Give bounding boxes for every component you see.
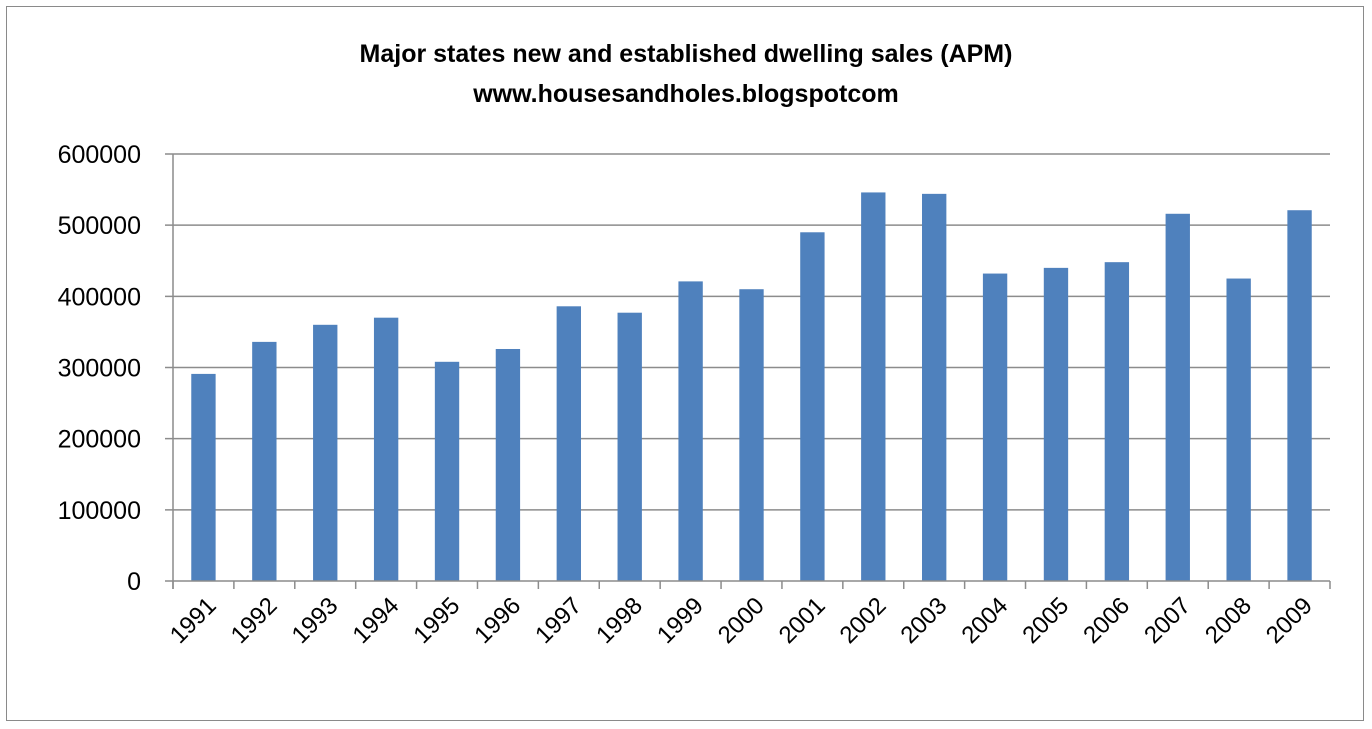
bar-1992 xyxy=(252,341,277,581)
x-tick-label: 2008 xyxy=(1200,592,1257,649)
x-tick-label: 1999 xyxy=(652,592,709,649)
x-tick-label: 2009 xyxy=(1261,592,1318,649)
x-tick-label: 1992 xyxy=(226,592,283,649)
x-tick-label: 1993 xyxy=(287,592,344,649)
x-tick-label: 1996 xyxy=(469,592,526,649)
y-tick-label: 0 xyxy=(127,568,141,596)
x-tick-label: 2002 xyxy=(835,592,892,649)
axes xyxy=(165,154,1331,589)
bar-1991 xyxy=(191,373,216,581)
x-tick-label: 1995 xyxy=(408,592,465,649)
x-tick-label: 1991 xyxy=(165,592,222,649)
chart-subtitle: www.housesandholes.blogspotcom xyxy=(472,80,899,108)
bar-1993 xyxy=(313,324,338,581)
bar-1997 xyxy=(556,306,581,581)
bar-2004 xyxy=(982,273,1008,581)
bar-2005 xyxy=(1043,267,1069,581)
x-tick-label: 2003 xyxy=(896,592,953,649)
x-tick-label: 1997 xyxy=(530,592,587,649)
bar-2007 xyxy=(1165,213,1190,581)
bar-1996 xyxy=(495,348,521,581)
bar-1995 xyxy=(434,361,460,581)
bar-2003 xyxy=(922,193,947,581)
bar-1998 xyxy=(617,312,642,581)
y-tick-label: 400000 xyxy=(58,283,141,311)
bar-2001 xyxy=(800,232,825,582)
bar-1994 xyxy=(373,317,399,581)
bars xyxy=(191,192,1312,582)
x-tick-label: 2000 xyxy=(713,592,770,649)
x-tick-label: 2004 xyxy=(956,592,1013,649)
x-tick-label: 1998 xyxy=(591,592,648,649)
bar-2008 xyxy=(1226,278,1251,581)
x-axis-ticks: 1991 1992 1993 1994 1995 1996 1997 1998 1999 2000… xyxy=(165,592,1318,649)
y-tick-label: 600000 xyxy=(58,141,141,169)
y-tick-label: 200000 xyxy=(58,426,141,454)
bar-2002 xyxy=(861,192,886,581)
chart-title: Major states new and established dwellin… xyxy=(360,40,1013,68)
bar-2000 xyxy=(739,289,764,581)
x-tick-label: 2001 xyxy=(774,592,831,649)
y-axis-ticks: 0 100000 200000 300000 400000 500000 600000 xyxy=(58,141,141,596)
y-tick-label: 500000 xyxy=(58,212,141,240)
y-tick-label: 100000 xyxy=(58,497,141,525)
gridlines xyxy=(165,153,1330,511)
x-tick-label: 2006 xyxy=(1078,592,1135,649)
bar-2009 xyxy=(1287,210,1312,581)
y-tick-label: 300000 xyxy=(58,355,141,383)
x-tick-label: 1994 xyxy=(348,592,405,649)
x-tick-label: 2007 xyxy=(1139,592,1196,649)
bar-2006 xyxy=(1104,262,1130,581)
x-tick-label: 2005 xyxy=(1017,592,1074,649)
bar-1999 xyxy=(678,281,703,581)
